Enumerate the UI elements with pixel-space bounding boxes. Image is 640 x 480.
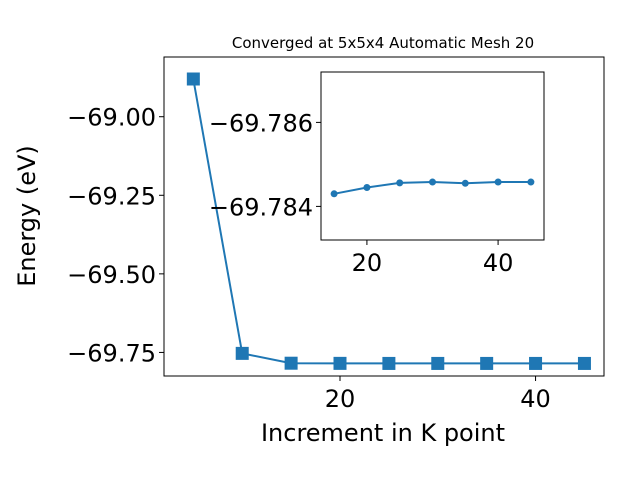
main-data-point xyxy=(382,356,396,370)
main-y-tick-label: −69.75 xyxy=(67,339,156,367)
main-data-point xyxy=(284,356,298,370)
inset-data-point xyxy=(494,178,502,186)
main-data-point xyxy=(235,346,249,360)
inset-data-point xyxy=(330,190,338,198)
main-data-point xyxy=(333,356,347,370)
inset-x-tick-label: 40 xyxy=(483,249,514,277)
main-y-tick-label: −69.50 xyxy=(67,261,156,289)
main-x-tick-label: 40 xyxy=(520,385,551,413)
inset-y-tick-label: −69.786 xyxy=(209,109,313,137)
inset-data-point xyxy=(429,178,436,186)
inset-data-point xyxy=(527,178,535,186)
main-axis-ticks: 20 40 −69.00 −69.25 −69.50 −69.75 xyxy=(67,104,551,413)
main-y-tick-label: −69.00 xyxy=(67,104,156,132)
main-data-point xyxy=(480,356,494,370)
main-data-point xyxy=(577,356,591,370)
main-plot-frame xyxy=(163,56,605,377)
main-data-point xyxy=(186,72,200,86)
main-data-point xyxy=(529,356,543,370)
inset-series xyxy=(330,178,535,198)
main-y-tick-label: −69.25 xyxy=(67,182,156,210)
inset-data-point xyxy=(461,179,469,187)
inset-data-point xyxy=(363,184,371,191)
main-data-point xyxy=(431,356,445,370)
inset-plot-frame xyxy=(320,71,545,241)
inset-x-tick-label: 20 xyxy=(352,249,383,277)
main-x-tick-label: 20 xyxy=(325,385,356,413)
main-series xyxy=(186,72,591,370)
inset-y-tick-label: −69.784 xyxy=(209,193,313,221)
inset-data-point xyxy=(396,179,404,187)
inset-axis-ticks: 20 40 −69.786 −69.784 xyxy=(209,109,513,277)
x-axis-label: Increment in K point xyxy=(261,419,505,447)
y-axis-label: Energy (eV) xyxy=(13,145,41,287)
chart-title: Converged at 5x5x4 Automatic Mesh 20 xyxy=(232,34,534,52)
